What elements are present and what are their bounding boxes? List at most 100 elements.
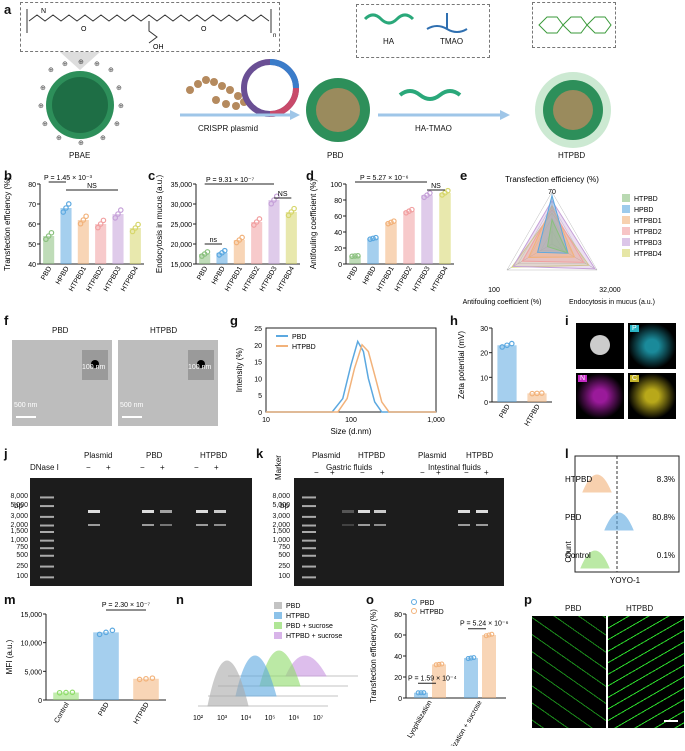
ladder-band bbox=[302, 565, 316, 568]
bar bbox=[233, 240, 245, 264]
x-tick-label: 10⁶ bbox=[289, 715, 300, 722]
data-point bbox=[97, 221, 104, 227]
series-line bbox=[266, 343, 436, 413]
x-tick-label: HPBD bbox=[55, 266, 71, 286]
bar bbox=[133, 678, 159, 700]
y-tick-label: 20 bbox=[394, 675, 402, 682]
legend-label: HTPBD1 bbox=[634, 218, 662, 225]
panel-letter-f: f bbox=[4, 313, 9, 328]
data-point bbox=[103, 629, 109, 636]
data-point bbox=[60, 209, 67, 215]
data-point bbox=[43, 236, 49, 243]
dna-band bbox=[214, 510, 226, 513]
y-axis-label: Endocytosis in mucus (a.u.) bbox=[155, 175, 164, 274]
legend-swatch bbox=[274, 632, 282, 639]
data-point bbox=[143, 675, 149, 682]
radar-axis bbox=[506, 243, 553, 271]
data-point bbox=[499, 344, 506, 350]
ladder-band bbox=[40, 539, 54, 542]
radar-series bbox=[510, 211, 590, 268]
svg-text:⊕: ⊕ bbox=[62, 61, 68, 68]
legend-label: PBD + sucrose bbox=[286, 623, 333, 630]
tem-particle bbox=[91, 360, 99, 368]
x-tick-label: 10 bbox=[262, 417, 270, 424]
legend-label: HTPBD bbox=[634, 196, 658, 203]
p-value-annotation: P = 5.24 × 10⁻⁶ bbox=[460, 621, 509, 628]
data-point bbox=[471, 655, 477, 661]
htpbd-structure-icon bbox=[538, 16, 612, 34]
ns-annotation: NS bbox=[431, 183, 441, 190]
y-tick-label: 60 bbox=[334, 214, 342, 221]
legend-swatch bbox=[622, 205, 630, 213]
chart-l-flow: HTPBD 8.3% PBD 80.8% Control 0.1% Count YOYO-1 bbox=[565, 455, 680, 585]
lane-sign: + bbox=[214, 463, 219, 472]
data-point bbox=[433, 662, 439, 668]
bar bbox=[285, 212, 297, 264]
tem-particle bbox=[197, 360, 205, 368]
pbae-n-sub-label: n bbox=[273, 33, 276, 39]
data-point bbox=[539, 390, 545, 396]
dna-band bbox=[142, 510, 154, 513]
lane-sign: + bbox=[484, 468, 489, 477]
data-point bbox=[253, 219, 260, 225]
data-point bbox=[239, 234, 245, 241]
dna-band bbox=[160, 510, 172, 513]
ladder-band bbox=[40, 554, 54, 557]
legend-label: HTPBD4 bbox=[634, 251, 662, 258]
data-point bbox=[483, 633, 489, 639]
data-point bbox=[391, 218, 397, 224]
data-point bbox=[418, 690, 424, 696]
p-value-annotation: P = 2.30 × 10⁻⁷ bbox=[102, 602, 151, 609]
ha-icon bbox=[363, 13, 415, 25]
y-tick-label: 30 bbox=[480, 326, 488, 333]
ladder-band bbox=[40, 505, 54, 508]
ladder-band bbox=[40, 576, 54, 579]
data-point bbox=[56, 689, 63, 696]
data-point bbox=[409, 206, 415, 213]
y-tick-label: 15,000 bbox=[21, 612, 43, 619]
ns-annotation: NS bbox=[87, 183, 97, 190]
legend-label: HTPBD bbox=[292, 344, 316, 351]
bar bbox=[53, 692, 79, 700]
x-tick-label: PBD bbox=[346, 266, 359, 282]
data-point bbox=[489, 631, 495, 637]
bar bbox=[349, 256, 361, 264]
fluor-image-htpbd bbox=[608, 616, 684, 728]
histogram bbox=[235, 655, 277, 697]
gel-j-header-pbd: PBD bbox=[146, 451, 163, 460]
legend-swatch bbox=[274, 602, 282, 609]
radar-axis-label: Transfection efficiency (%) bbox=[505, 175, 599, 184]
data-point bbox=[373, 234, 379, 241]
dna-band bbox=[374, 510, 386, 513]
ladder-band bbox=[40, 515, 54, 518]
data-point bbox=[445, 187, 451, 194]
y-tick-label: 20,000 bbox=[171, 242, 193, 249]
chart-h: 0 10 20 30 Zeta potential (mV) PBD HTPBD bbox=[457, 326, 552, 428]
y-tick-label: 25,000 bbox=[171, 222, 193, 229]
p-value-annotation: P = 1.59 × 10⁻⁴ bbox=[408, 675, 457, 682]
radar-grid bbox=[540, 230, 564, 251]
marker-label: 8,000 bbox=[272, 493, 290, 501]
row-label: Control bbox=[565, 551, 591, 560]
radar-axis-max: 70 bbox=[548, 189, 556, 196]
panel-a-drawing: ⊕ ⊕ ⊕ ⊕ ⊕ ⊕ ⊕ ⊕ ⊕ ⊕ ⊕ ⊕ ⊕ ⊕ bbox=[38, 52, 611, 148]
ladder-band bbox=[302, 515, 316, 518]
row-label: HTPBD bbox=[565, 475, 592, 484]
y-tick-label: 20 bbox=[334, 246, 342, 253]
data-point bbox=[256, 216, 263, 222]
pbae-n-label: N bbox=[41, 8, 46, 15]
crispr-plasmid-label: CRISPR plasmid bbox=[198, 124, 259, 133]
svg-text:⊕: ⊕ bbox=[38, 103, 44, 110]
tem-scale-main-htpbd: 500 nm bbox=[120, 402, 144, 409]
dna-band bbox=[88, 510, 100, 513]
lane-sign: + bbox=[436, 468, 441, 477]
y-tick-label: 80 bbox=[28, 182, 36, 189]
data-point bbox=[112, 215, 119, 221]
ladder-band bbox=[302, 554, 316, 557]
pbae-structure-box: N O OH O n bbox=[20, 2, 280, 52]
radar-series bbox=[512, 199, 596, 270]
data-point bbox=[508, 340, 515, 347]
data-point bbox=[486, 632, 492, 638]
gel-j-header-plasmid: Plasmid bbox=[84, 451, 113, 460]
y-tick-label: 60 bbox=[28, 222, 36, 229]
